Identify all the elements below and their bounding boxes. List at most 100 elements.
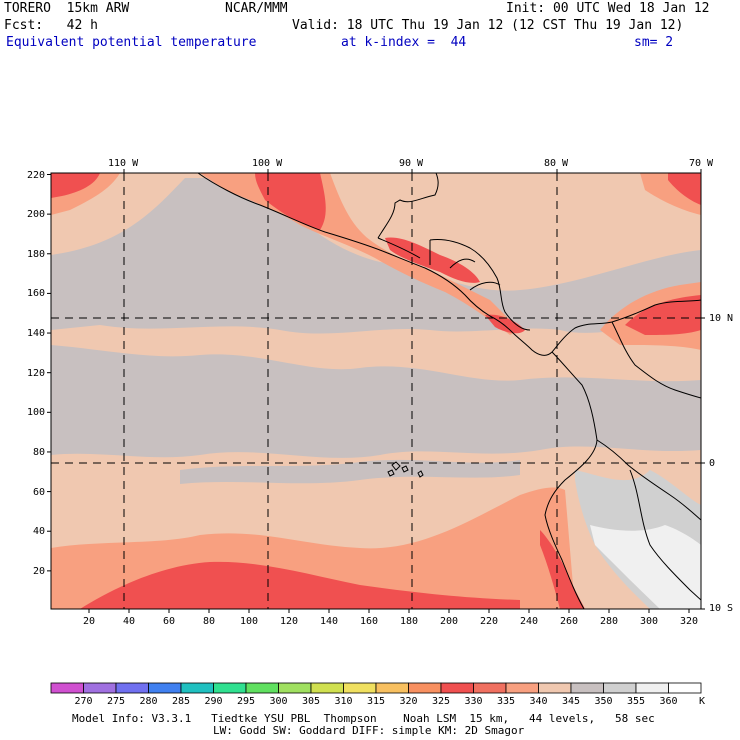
colorbar-box <box>375 682 409 694</box>
colorbar-unit: K <box>699 696 706 707</box>
colorbar-box <box>148 682 182 694</box>
model-label: TORERO 15km ARW <box>4 1 130 16</box>
grey-streak <box>180 459 520 484</box>
coast-mexico <box>197 173 426 269</box>
smoothing-label: sm= 2 <box>634 35 674 50</box>
lon-label-80w: 80 W <box>544 158 569 169</box>
graticule <box>51 173 701 609</box>
x-tick-label: 300 <box>640 616 659 627</box>
forecast-hour-label: Fcst: 42 h <box>4 18 98 33</box>
x-tick-label: 200 <box>440 616 459 627</box>
lon-label-100w: 100 W <box>252 158 283 169</box>
x-tick-label: 220 <box>480 616 499 627</box>
lat-label-0: 0 <box>709 458 716 469</box>
colorbar-box <box>115 682 149 694</box>
x-tick-label: 180 <box>400 616 419 627</box>
galapagos <box>387 461 424 478</box>
x-tick-label: 40 <box>123 616 136 627</box>
y-tick-marks <box>47 174 51 572</box>
coast-central-america <box>424 267 553 356</box>
colorbar-label: 340 <box>529 696 548 707</box>
hot-patch-guatemala <box>385 237 480 283</box>
colorbar-label: 315 <box>367 696 386 707</box>
colorbar-box <box>310 682 344 694</box>
x-tick-label: 100 <box>240 616 259 627</box>
border-colombia-ecuador <box>596 439 701 521</box>
hot-patch-caribbean <box>625 295 701 335</box>
y-tick-label: 140 <box>27 328 46 340</box>
init-label: Init: 00 UTC Wed 18 Jan 12 <box>506 1 710 16</box>
hot-patch-mexico <box>255 173 326 230</box>
x-tick-label: 280 <box>600 616 619 627</box>
y-tick-label: 20 <box>33 565 46 577</box>
border-guatemala <box>377 237 501 291</box>
valid-time-label: Valid: 18 UTC Thu 19 Jan 12 (12 CST Thu … <box>292 18 684 33</box>
colorbar-label: 300 <box>269 696 288 707</box>
lat-label-10s: 10 S <box>709 603 734 614</box>
x-tick-label: 80 <box>203 616 216 627</box>
colorbar-label: 325 <box>432 696 451 707</box>
coast-yucatan <box>377 173 439 239</box>
hot-patch-sw <box>80 561 520 609</box>
colorbar-box <box>603 682 637 694</box>
border-peru <box>629 469 701 601</box>
colorbar-box <box>50 682 84 694</box>
lon-label-110w: 110 W <box>108 158 139 169</box>
y-tick-label: 160 <box>27 288 46 300</box>
colorbar-label: 360 <box>659 696 678 707</box>
colorbar-label: 280 <box>139 696 158 707</box>
lat-label-10n: 10 N <box>709 313 734 324</box>
x-tick-label: 260 <box>560 616 579 627</box>
colorbar-box <box>635 682 669 694</box>
map-frame <box>50 172 702 610</box>
x-tick-label: 240 <box>520 616 539 627</box>
colorbar-label: 290 <box>204 696 223 707</box>
level-label: at k-index = 44 <box>341 35 467 50</box>
colorbar-box <box>440 682 474 694</box>
y-tick-label: 120 <box>27 367 46 379</box>
very-cold-patch-andes <box>590 525 701 609</box>
model-info-line1: Model Info: V3.3.1 Tiedtke YSU PBL Thomp… <box>72 712 655 725</box>
field-shading <box>51 173 701 609</box>
colorbar-label: 310 <box>334 696 353 707</box>
colorbar-label: 305 <box>302 696 321 707</box>
lon-label-70w: 70 W <box>689 158 714 169</box>
colorbar-box <box>408 682 442 694</box>
colorbar-box <box>180 682 214 694</box>
org-label: NCAR/MMM <box>225 1 288 16</box>
colorbar-label: 355 <box>627 696 646 707</box>
colorbar-box <box>343 682 377 694</box>
x-tick-label: 160 <box>360 616 379 627</box>
colorbar-label: 320 <box>399 696 418 707</box>
x-tick-label: 120 <box>280 616 299 627</box>
lon-tick-marks <box>123 169 705 610</box>
y-tick-label: 60 <box>33 486 46 498</box>
colorbar-label: 275 <box>107 696 126 707</box>
border-venezuela <box>611 321 701 399</box>
grey-band-north <box>51 178 701 334</box>
y-tick-label: 220 <box>27 169 46 181</box>
hot-patch-ne <box>668 173 701 205</box>
x-tick-label: 140 <box>320 616 339 627</box>
colorbar-box <box>278 682 312 694</box>
colorbar-box <box>213 682 247 694</box>
colorbar-box <box>570 682 604 694</box>
model-info-line2: LW: Godd SW: Goddard DIFF: simple KM: 2D… <box>213 724 525 737</box>
y-tick-label: 80 <box>33 446 46 458</box>
x-tick-label: 20 <box>83 616 96 627</box>
lon-label-90w: 90 W <box>399 158 424 169</box>
x-tick-label: 320 <box>680 616 699 627</box>
colorbar-box <box>505 682 539 694</box>
colorbar-box <box>538 682 572 694</box>
y-tick-label: 100 <box>27 407 46 419</box>
colorbar-label: 295 <box>237 696 256 707</box>
colorbar-box <box>83 682 117 694</box>
colorbar-label: 335 <box>497 696 516 707</box>
field-name: Equivalent potential temperature <box>6 35 257 50</box>
coastlines <box>197 173 701 609</box>
y-tick-label: 180 <box>27 248 46 260</box>
colorbar-label: 285 <box>172 696 191 707</box>
hot-patch-nw <box>51 173 100 198</box>
